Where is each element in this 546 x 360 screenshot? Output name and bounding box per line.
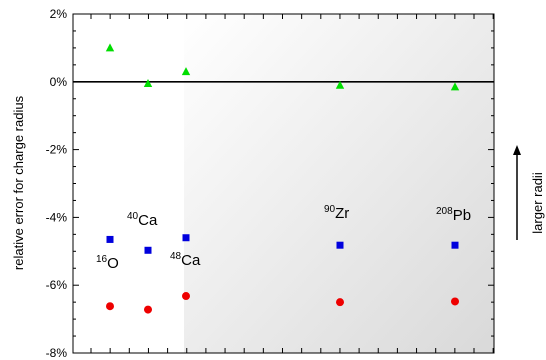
nucleus-symbol: Ca — [138, 212, 158, 229]
y-tick-label: -4% — [46, 210, 68, 224]
y-axis-title: relative error for charge radius — [11, 95, 26, 270]
svg-text:16O: 16O — [96, 254, 119, 272]
y-tick-label: -8% — [46, 346, 68, 360]
triangle-marker — [450, 82, 460, 91]
square-marker — [182, 234, 190, 242]
y-axis-tick-labels: 2% 0% -2% -4% -6% -8% — [46, 7, 68, 360]
svg-text:48Ca: 48Ca — [170, 251, 201, 269]
nucleus-label-16o: 16O — [96, 254, 119, 272]
larger-radii-annotation: larger radii — [513, 145, 545, 240]
nucleus-mass: 48 — [170, 251, 182, 262]
nucleus-symbol: Zr — [335, 205, 349, 222]
nucleus-symbol: O — [107, 255, 119, 272]
svg-text:208Pb: 208Pb — [436, 206, 471, 224]
nucleus-label-208pb: 208Pb — [436, 206, 471, 224]
nucleus-mass: 90 — [324, 204, 336, 215]
nucleus-mass: 16 — [96, 254, 108, 265]
square-marker — [336, 241, 344, 249]
square-marker — [106, 235, 114, 243]
y-tick-label: 0% — [50, 75, 68, 89]
larger-radii-label: larger radii — [530, 172, 545, 234]
svg-text:40Ca: 40Ca — [127, 211, 158, 229]
nucleus-mass: 208 — [436, 206, 453, 217]
nucleus-symbol: Pb — [453, 207, 471, 224]
circle-marker — [106, 302, 114, 311]
triangle-marker — [105, 43, 115, 52]
circle-marker — [336, 298, 344, 307]
triangle-marker — [143, 78, 153, 87]
plot-background-shaded — [184, 14, 494, 353]
nucleus-symbol: Ca — [181, 252, 201, 269]
square-marker — [451, 241, 459, 249]
nucleus-label-90zr: 90Zr — [324, 204, 349, 222]
circle-marker — [182, 292, 190, 301]
y-tick-label: -6% — [46, 278, 68, 292]
nucleus-label-40ca: 40Ca — [127, 211, 158, 229]
y-tick-label: -2% — [46, 143, 68, 157]
x-axis-ticks — [90, 14, 494, 353]
circle-marker — [451, 297, 459, 306]
plot-background-white — [73, 14, 184, 353]
svg-text:90Zr: 90Zr — [324, 204, 349, 222]
arrow-head-icon — [513, 145, 521, 155]
triangle-marker — [181, 67, 191, 76]
data-markers — [105, 43, 460, 314]
y-tick-label: 2% — [50, 7, 68, 21]
circle-marker — [144, 305, 152, 314]
nucleus-label-48ca: 48Ca — [170, 251, 201, 269]
square-marker — [144, 246, 152, 254]
triangle-marker — [335, 80, 345, 89]
nucleus-mass: 40 — [127, 211, 139, 222]
